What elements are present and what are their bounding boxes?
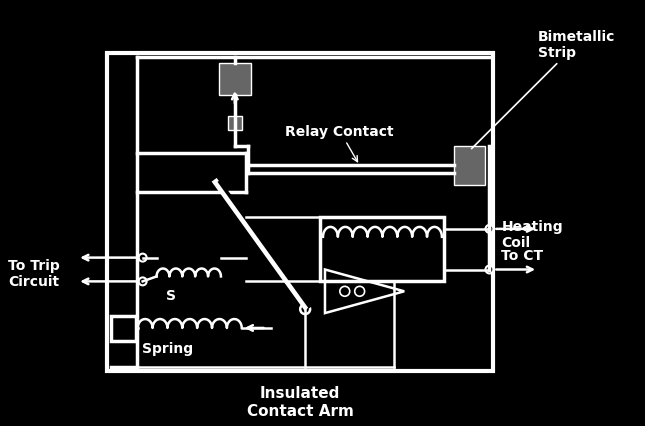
Text: Insulated
Contact Arm: Insulated Contact Arm xyxy=(247,386,353,418)
Circle shape xyxy=(340,287,350,296)
Text: Heating
Coil: Heating Coil xyxy=(501,219,563,250)
Circle shape xyxy=(355,287,364,296)
Circle shape xyxy=(300,305,310,314)
Text: Bimetallic
Strip: Bimetallic Strip xyxy=(471,30,615,149)
Circle shape xyxy=(139,278,146,286)
Text: To CT: To CT xyxy=(501,248,544,262)
Circle shape xyxy=(486,266,493,274)
Bar xyxy=(219,64,251,96)
Text: To Trip
Circuit: To Trip Circuit xyxy=(8,258,59,288)
Bar xyxy=(107,55,493,371)
Text: Relay Contact: Relay Contact xyxy=(285,124,394,162)
Text: Spring: Spring xyxy=(142,341,193,355)
Bar xyxy=(454,146,486,186)
Circle shape xyxy=(139,254,146,262)
Circle shape xyxy=(486,225,493,233)
Bar xyxy=(320,218,444,282)
Bar xyxy=(111,317,135,341)
Text: S: S xyxy=(166,289,177,302)
Bar xyxy=(228,117,242,130)
